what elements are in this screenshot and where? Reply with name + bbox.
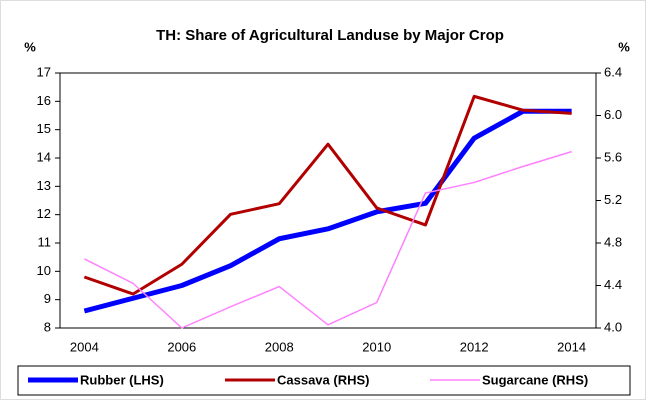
legend-label: Cassava (RHS): [277, 372, 370, 387]
y-tick-label: 14: [37, 149, 51, 164]
y-tick-label: 10: [37, 263, 51, 278]
y2-tick-label: 5.6: [604, 149, 622, 164]
x-tick-label: 2012: [460, 339, 489, 354]
y-tick-label: 16: [37, 93, 51, 108]
y2-tick-label: 4.8: [604, 234, 622, 249]
x-tick-label: 2014: [557, 339, 586, 354]
y2-tick-label: 4.0: [604, 319, 622, 334]
x-tick-label: 2010: [362, 339, 391, 354]
y-tick-label: 13: [37, 178, 51, 193]
y2-tick-label: 5.2: [604, 192, 622, 207]
y-axis-label: %: [24, 39, 36, 54]
series-line: [83, 94, 572, 296]
x-tick-label: 2008: [265, 339, 294, 354]
x-tick-label: 2004: [70, 339, 99, 354]
y-tick-label: 11: [38, 234, 52, 249]
chart-title: TH: Share of Agricultural Landuse by Maj…: [156, 27, 504, 44]
legend-label: Rubber (LHS): [80, 372, 164, 387]
legend-label: Sugarcane (RHS): [482, 372, 588, 387]
series-line: [84, 150, 572, 329]
y-tick-label: 12: [37, 206, 51, 221]
y-tick-label: 17: [37, 64, 51, 79]
y2-tick-label: 6.0: [604, 107, 622, 122]
y-tick-label: 9: [44, 291, 51, 306]
y-tick-label: 15: [37, 121, 51, 136]
series-line: [83, 108, 572, 314]
y2-tick-label: 6.4: [604, 64, 622, 79]
legend-box: [17, 365, 631, 396]
y2-tick-label: 4.4: [604, 277, 622, 292]
x-tick-label: 2006: [167, 339, 196, 354]
y2-axis-label: %: [618, 39, 630, 54]
y-tick-label: 8: [44, 319, 51, 334]
